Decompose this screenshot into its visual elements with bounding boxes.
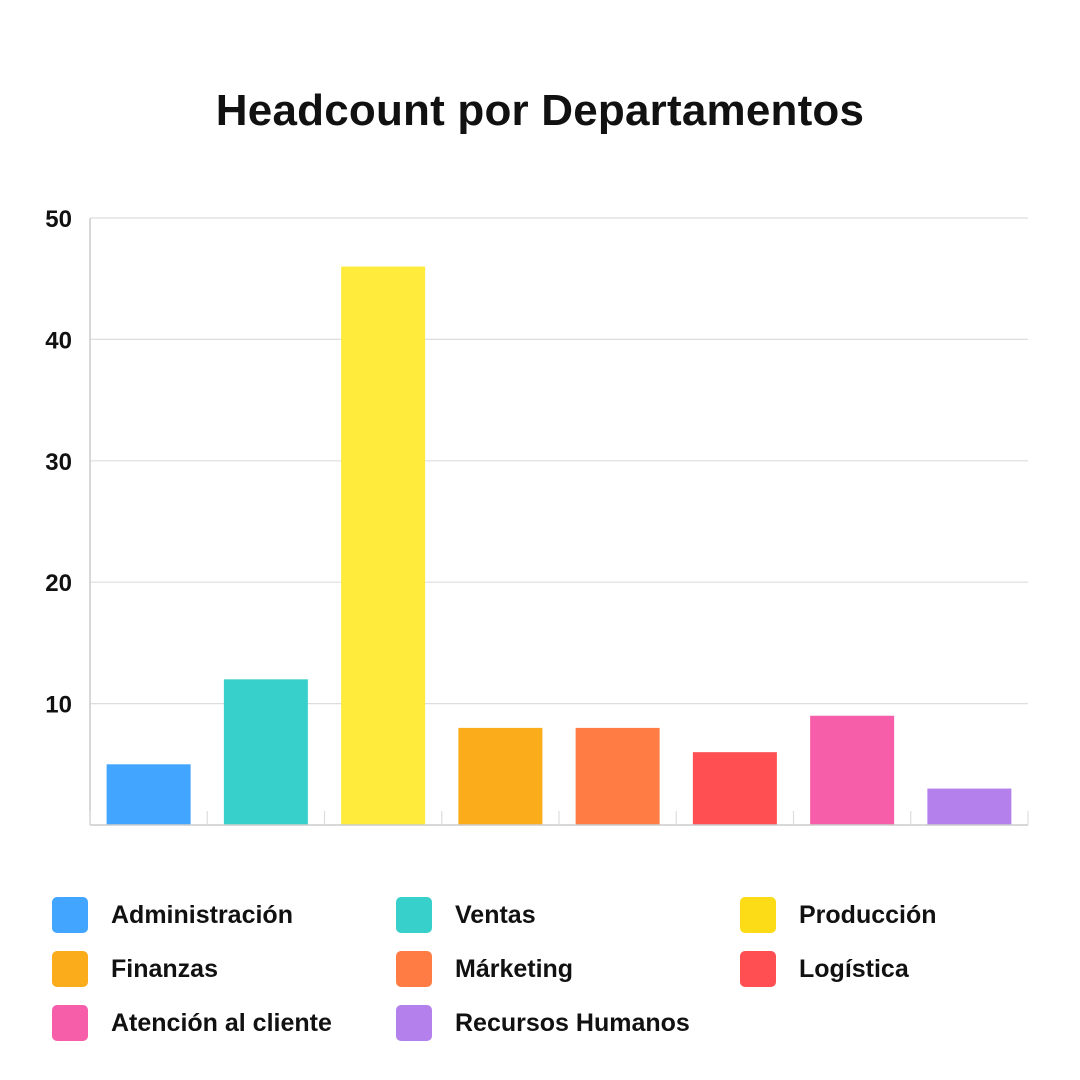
legend-swatch [396,951,432,987]
bar [692,752,777,825]
bar [810,715,895,825]
y-tick-label: 20 [45,570,72,597]
legend-swatch [52,1005,88,1041]
legend-item: Recursos Humanos [396,1005,740,1041]
legend-swatch [740,951,776,987]
bar [341,266,426,825]
legend-label: Ventas [455,900,536,929]
legend-item: Finanzas [52,951,396,987]
legend-item: Administración [52,897,396,933]
legend-label: Administración [111,900,293,929]
legend-item: Ventas [396,897,740,933]
y-tick-label: 30 [45,449,72,476]
legend-label: Márketing [455,954,574,983]
legend-swatch [740,897,776,933]
bars [106,266,1012,825]
legend-label: Atención al cliente [111,1008,332,1037]
legend-swatch [52,897,88,933]
bar [223,679,308,825]
y-axis-tick-labels: 10 20 30 40 50 [45,206,72,719]
legend-swatch [396,1005,432,1041]
bar [106,764,191,825]
legend-item: Atención al cliente [52,1005,396,1041]
bar-chart: 10 20 30 40 50 [45,206,1029,826]
legend-swatch [52,951,88,987]
y-tick-label: 40 [45,327,72,354]
gridlines [90,217,1028,705]
legend-label: Recursos Humanos [455,1008,690,1037]
legend-item: Márketing [396,951,740,987]
legend-label: Finanzas [111,954,218,983]
bar [575,727,660,825]
y-tick-label: 50 [45,206,72,233]
bar [458,727,543,825]
legend-label: Producción [799,900,937,929]
chart-title: Headcount por Departamentos [215,86,865,135]
bar [927,788,1012,825]
legend-item: Logística [740,951,1040,987]
legend-label: Logística [799,954,909,983]
axes [89,218,1029,826]
legend-item: Producción [740,897,1040,933]
legend: Administración Ventas Producción Finanzas Má… [52,897,1052,1041]
legend-swatch [396,897,432,933]
y-tick-label: 10 [45,692,72,719]
